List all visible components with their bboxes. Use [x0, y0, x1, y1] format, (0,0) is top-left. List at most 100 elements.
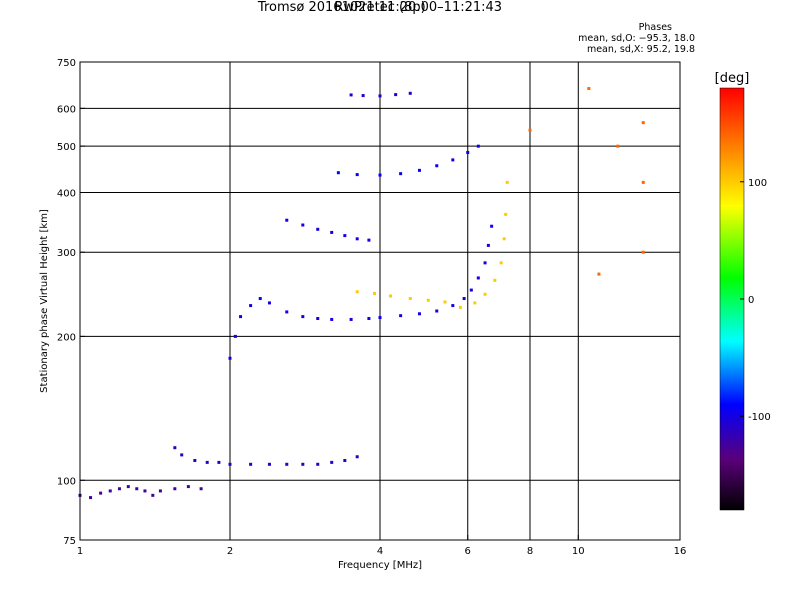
echo-point [426, 298, 430, 302]
echo-point [126, 485, 130, 489]
echo-point [483, 292, 487, 296]
y-tick-label: 600 [57, 104, 76, 115]
echo-point [349, 317, 353, 321]
echo-point [285, 310, 289, 314]
echo-point [399, 314, 403, 318]
echo-point [435, 309, 439, 313]
echo-point [367, 316, 371, 320]
x-tick-label: 1 [77, 546, 83, 557]
echo-point [476, 276, 480, 280]
echo-point [258, 297, 262, 301]
echo-point [355, 173, 359, 177]
echo-point [641, 180, 645, 184]
echo-point [228, 462, 232, 466]
echo-point [486, 243, 490, 247]
echo-point [239, 315, 243, 319]
phases-heading: Phases [638, 22, 672, 33]
colorbar-tick-label: -100 [748, 412, 771, 423]
colorbar-label: [deg] [715, 71, 750, 86]
y-tick-label: 500 [57, 142, 76, 153]
echo-point [616, 144, 620, 148]
x-tick-label: 6 [465, 546, 471, 557]
echo-point [378, 173, 382, 177]
echo-point [597, 272, 601, 276]
y-tick-label: 100 [57, 476, 76, 487]
echo-point [587, 87, 591, 91]
echo-point [641, 121, 645, 125]
echo-point [336, 171, 340, 175]
echo-point [193, 458, 197, 462]
echo-point [435, 164, 439, 168]
echo-point [349, 93, 353, 97]
title-line-2: RwPretec (8p) [334, 0, 426, 15]
echo-point [151, 493, 155, 497]
echo-point [301, 315, 305, 319]
echo-point [473, 301, 477, 305]
echo-point [330, 460, 334, 464]
x-tick-label: 16 [674, 546, 687, 557]
echo-point [180, 453, 184, 457]
echo-point [117, 487, 121, 491]
echo-point [199, 487, 203, 491]
echo-point [451, 158, 455, 162]
x-tick-label: 4 [377, 546, 383, 557]
echo-point [355, 290, 359, 294]
echo-point [417, 168, 421, 172]
echo-point [399, 172, 403, 176]
echo-point [316, 227, 320, 231]
echo-point [641, 250, 645, 254]
echo-point [267, 462, 271, 466]
x-tick-label: 10 [572, 546, 585, 557]
echo-point [502, 237, 506, 241]
echo-point [233, 334, 237, 338]
echo-point [267, 301, 271, 305]
y-tick-label: 300 [57, 248, 76, 259]
echo-point [316, 462, 320, 466]
y-tick-label: 400 [57, 188, 76, 199]
chart-subtitle: RwPretec (8p) [230, 0, 530, 15]
echo-point [205, 460, 209, 464]
colorbar-tick-label: 100 [748, 178, 767, 189]
echo-point [378, 94, 382, 98]
echo-point [462, 297, 466, 301]
echo-point [249, 462, 253, 466]
echo-point [378, 316, 382, 320]
echo-point [343, 458, 347, 462]
phases-x-mode: mean, sd,X: 95.2, 19.8 [586, 44, 695, 55]
echo-point [451, 304, 455, 308]
title-line-1: Tromsø 20161021 11:20:00–11:21:43 [257, 0, 503, 15]
echo-point [355, 237, 359, 241]
echo-point [173, 446, 177, 450]
echo-point [394, 93, 398, 97]
y-tick-label: 75 [63, 536, 76, 547]
echo-point [504, 212, 508, 216]
echo-point [343, 234, 347, 238]
echo-point [373, 291, 377, 295]
echo-point [285, 218, 289, 222]
echo-point [217, 460, 221, 464]
echo-point [528, 128, 532, 132]
echo-point [389, 294, 393, 298]
echo-point [408, 91, 412, 95]
echo-point [361, 94, 365, 98]
echo-point [408, 297, 412, 301]
echo-point [89, 496, 93, 500]
echo-point [469, 288, 473, 292]
echo-point [186, 485, 190, 489]
echo-point [417, 312, 421, 316]
echo-point [143, 489, 147, 493]
x-tick-label: 8 [527, 546, 533, 557]
echo-point [301, 223, 305, 227]
echo-point [330, 317, 334, 321]
echo-point [316, 316, 320, 320]
echo-point [355, 455, 359, 459]
y-axis-label: Stationary phase Virtual Height [km] [39, 209, 50, 393]
echo-point [135, 487, 139, 491]
phases-o-mode: mean, sd,O: −95.3, 18.0 [578, 33, 695, 44]
echo-point [443, 300, 447, 304]
x-axis-label: Frequency [MHz] [338, 560, 422, 571]
echo-point [466, 150, 470, 154]
echo-point [505, 180, 509, 184]
echo-point [108, 489, 112, 493]
